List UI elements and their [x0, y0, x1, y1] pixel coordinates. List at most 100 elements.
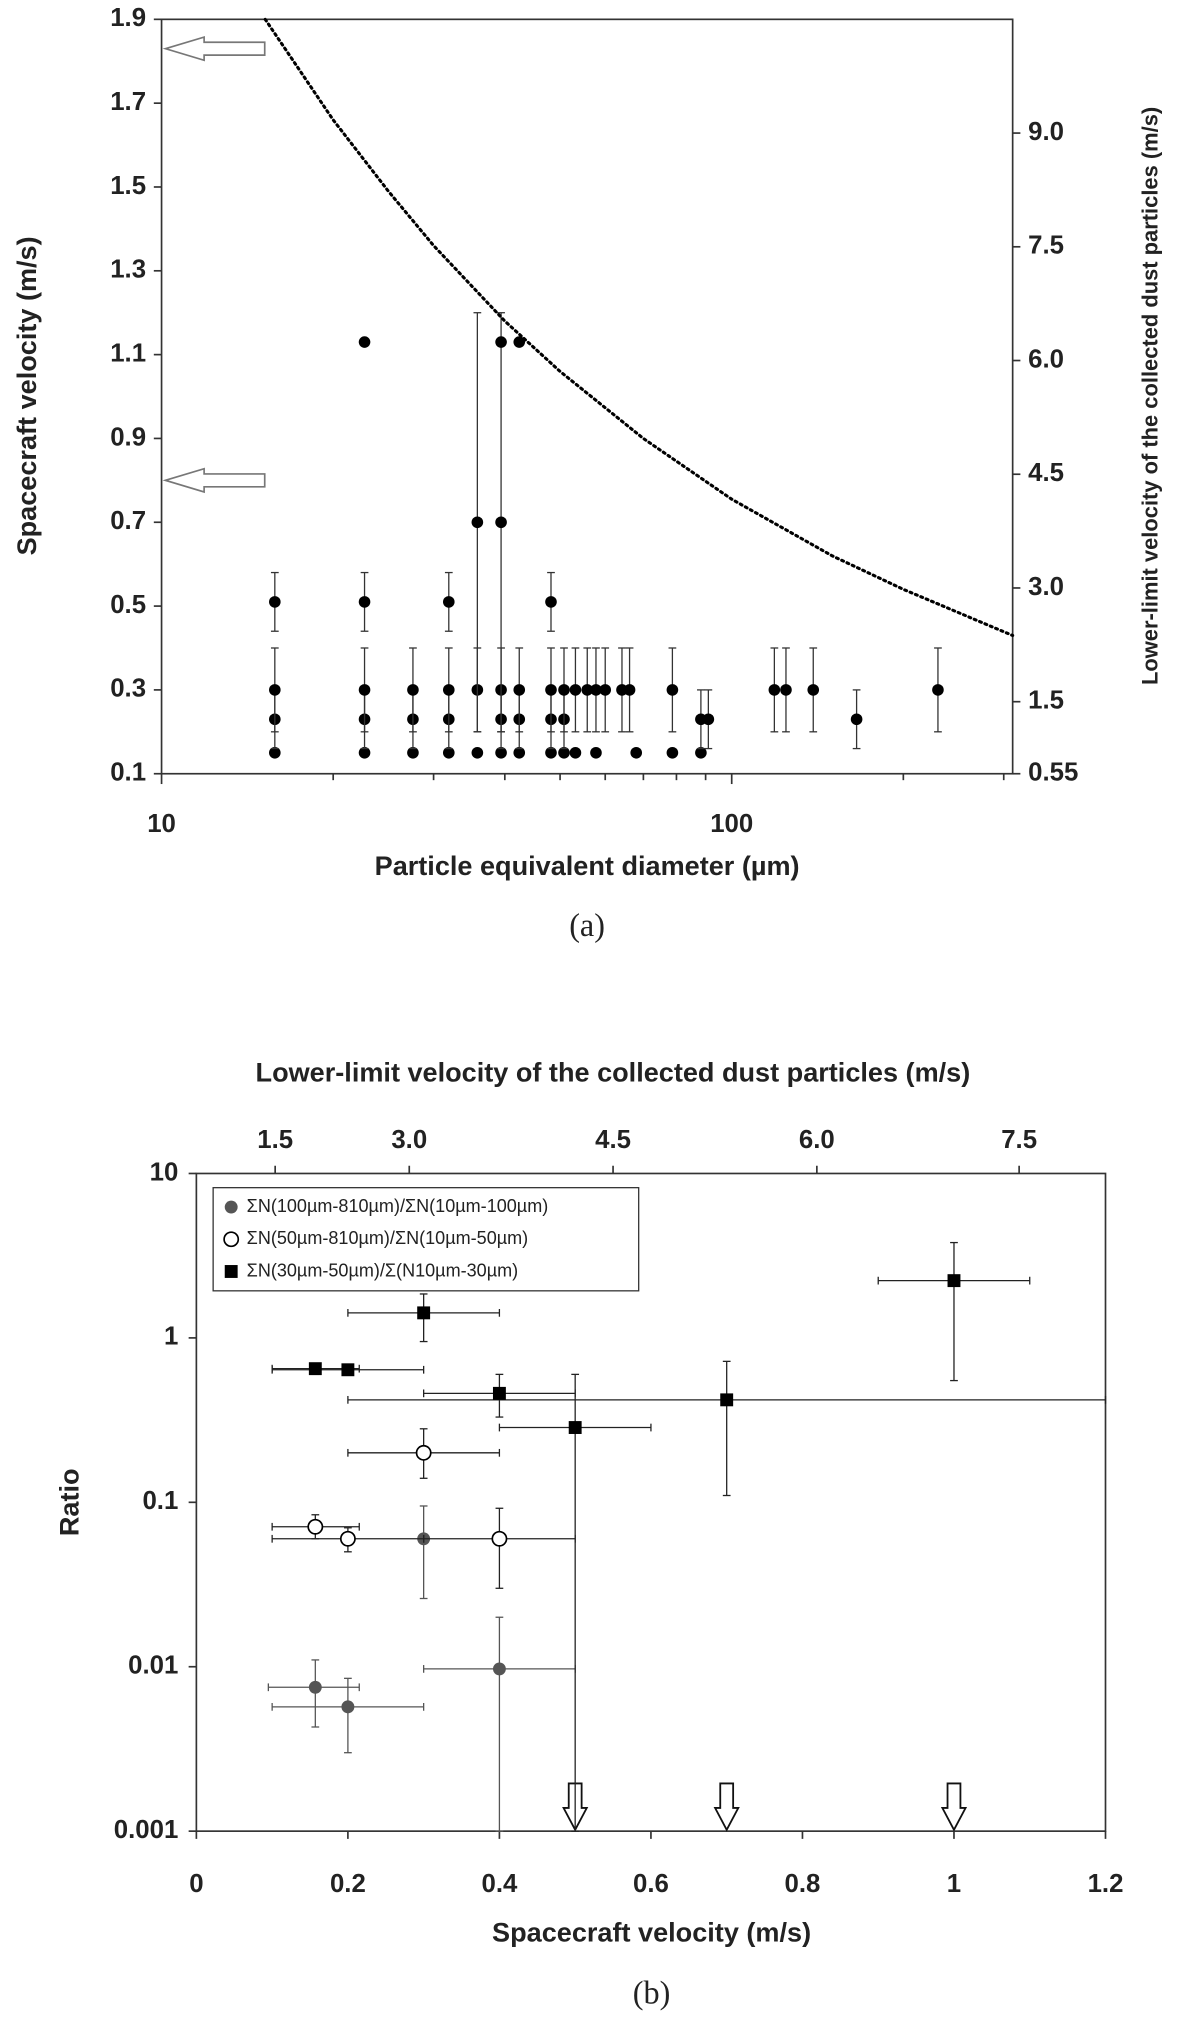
point: [623, 684, 636, 696]
point: [558, 684, 570, 696]
point: [471, 746, 484, 759]
x-axis-label: Particle equivalent diameter (µm): [375, 850, 800, 881]
x2-tick-label: 7.5: [1001, 1126, 1037, 1154]
point: [308, 1680, 322, 1694]
x-tick-label: 0.2: [330, 1870, 366, 1898]
y-tick-label: 0.1: [142, 1487, 178, 1515]
point: [932, 684, 944, 696]
y2-axis-label: Lower-limit velocity of the collected du…: [1138, 107, 1163, 685]
point: [358, 746, 371, 759]
caption: (a): [569, 907, 605, 943]
curve: [263, 17, 1015, 638]
point: [569, 684, 582, 696]
legend-marker: [223, 1231, 240, 1248]
point: [545, 684, 557, 696]
x-tick-label: 0: [189, 1870, 203, 1898]
x-tick-label: 1.2: [1088, 1870, 1124, 1898]
y-tick-label: 0.3: [110, 675, 146, 703]
y-tick-label: 0.1: [110, 759, 146, 787]
x2-tick-label: 3.0: [391, 1126, 427, 1154]
x-tick-label: 0.6: [633, 1870, 669, 1898]
point: [308, 1362, 322, 1376]
point: [341, 1700, 355, 1714]
point: [495, 336, 507, 348]
point: [702, 713, 715, 726]
point: [407, 746, 419, 759]
point: [807, 684, 820, 696]
arrow: [162, 35, 266, 62]
point: [513, 336, 526, 348]
y-tick-label: 1.5: [110, 172, 146, 200]
point: [358, 684, 371, 696]
y2-tick-label: 3.0: [1028, 573, 1064, 601]
point: [341, 1363, 355, 1377]
legend-marker: [224, 1265, 238, 1278]
y-tick-label: 0.9: [110, 423, 146, 451]
arrow: [940, 1782, 968, 1832]
point: [568, 1421, 582, 1434]
point: [442, 684, 455, 696]
y2-tick-label: 7.5: [1028, 232, 1064, 260]
y-tick-label: 1.7: [110, 88, 146, 116]
point: [358, 336, 371, 348]
point: [492, 1662, 506, 1676]
y-tick-label: 0.7: [110, 507, 146, 535]
x2-tick-label: 4.5: [595, 1126, 631, 1154]
y2-tick-label: 1.5: [1028, 687, 1064, 715]
point: [581, 684, 594, 696]
y2-tick-label: 0.55: [1028, 759, 1078, 787]
point: [269, 684, 281, 696]
point: [569, 746, 582, 759]
point: [599, 684, 612, 696]
x-axis-label: Spacecraft velocity (m/s): [492, 1916, 811, 1947]
point: [768, 684, 781, 696]
point: [780, 684, 792, 696]
y-tick-label: 1.3: [110, 256, 146, 284]
y-tick-label: 1: [164, 1323, 178, 1351]
arrow: [162, 467, 266, 494]
point: [495, 516, 507, 529]
plot-frame: [160, 18, 1014, 775]
y2-tick-label: 9.0: [1028, 118, 1064, 146]
point: [269, 596, 281, 608]
point: [695, 746, 707, 759]
point: [630, 746, 643, 759]
point: [545, 746, 557, 759]
point: [442, 596, 455, 608]
legend-label: ΣN(100µm-810µm)/ΣN(10µm-100µm): [247, 1196, 549, 1216]
x2-axis-label: Lower-limit velocity of the collected du…: [256, 1056, 971, 1087]
point: [471, 516, 484, 529]
point: [417, 1306, 431, 1320]
x-tick-label: 1: [947, 1870, 961, 1898]
y-tick-label: 1.1: [110, 339, 146, 367]
point: [720, 1393, 734, 1407]
legend-box: [212, 1187, 640, 1292]
x-tick-label: 100: [710, 810, 753, 838]
point: [442, 746, 455, 759]
point: [513, 684, 526, 696]
point: [558, 746, 570, 759]
y-tick-label: 0.5: [110, 591, 146, 619]
point: [339, 1530, 356, 1547]
y-axis-label: Ratio: [53, 1468, 84, 1536]
x-tick-label: 0.4: [481, 1870, 518, 1898]
point: [590, 746, 602, 759]
point: [307, 1518, 324, 1535]
point: [269, 746, 281, 759]
point: [545, 596, 557, 608]
point: [358, 596, 371, 608]
point: [492, 1386, 506, 1400]
arrow: [713, 1782, 740, 1832]
y2-tick-label: 6.0: [1028, 345, 1064, 373]
y-tick-label: 1.9: [110, 4, 146, 32]
caption: (b): [633, 1975, 671, 2011]
x2-tick-label: 6.0: [799, 1126, 835, 1154]
y-tick-label: 10: [150, 1158, 179, 1186]
point: [850, 713, 863, 726]
point: [513, 746, 526, 759]
point: [407, 684, 419, 696]
legend-label: ΣN(50µm-810µm)/ΣN(10µm-50µm): [247, 1228, 529, 1248]
x2-tick-label: 1.5: [257, 1126, 293, 1154]
